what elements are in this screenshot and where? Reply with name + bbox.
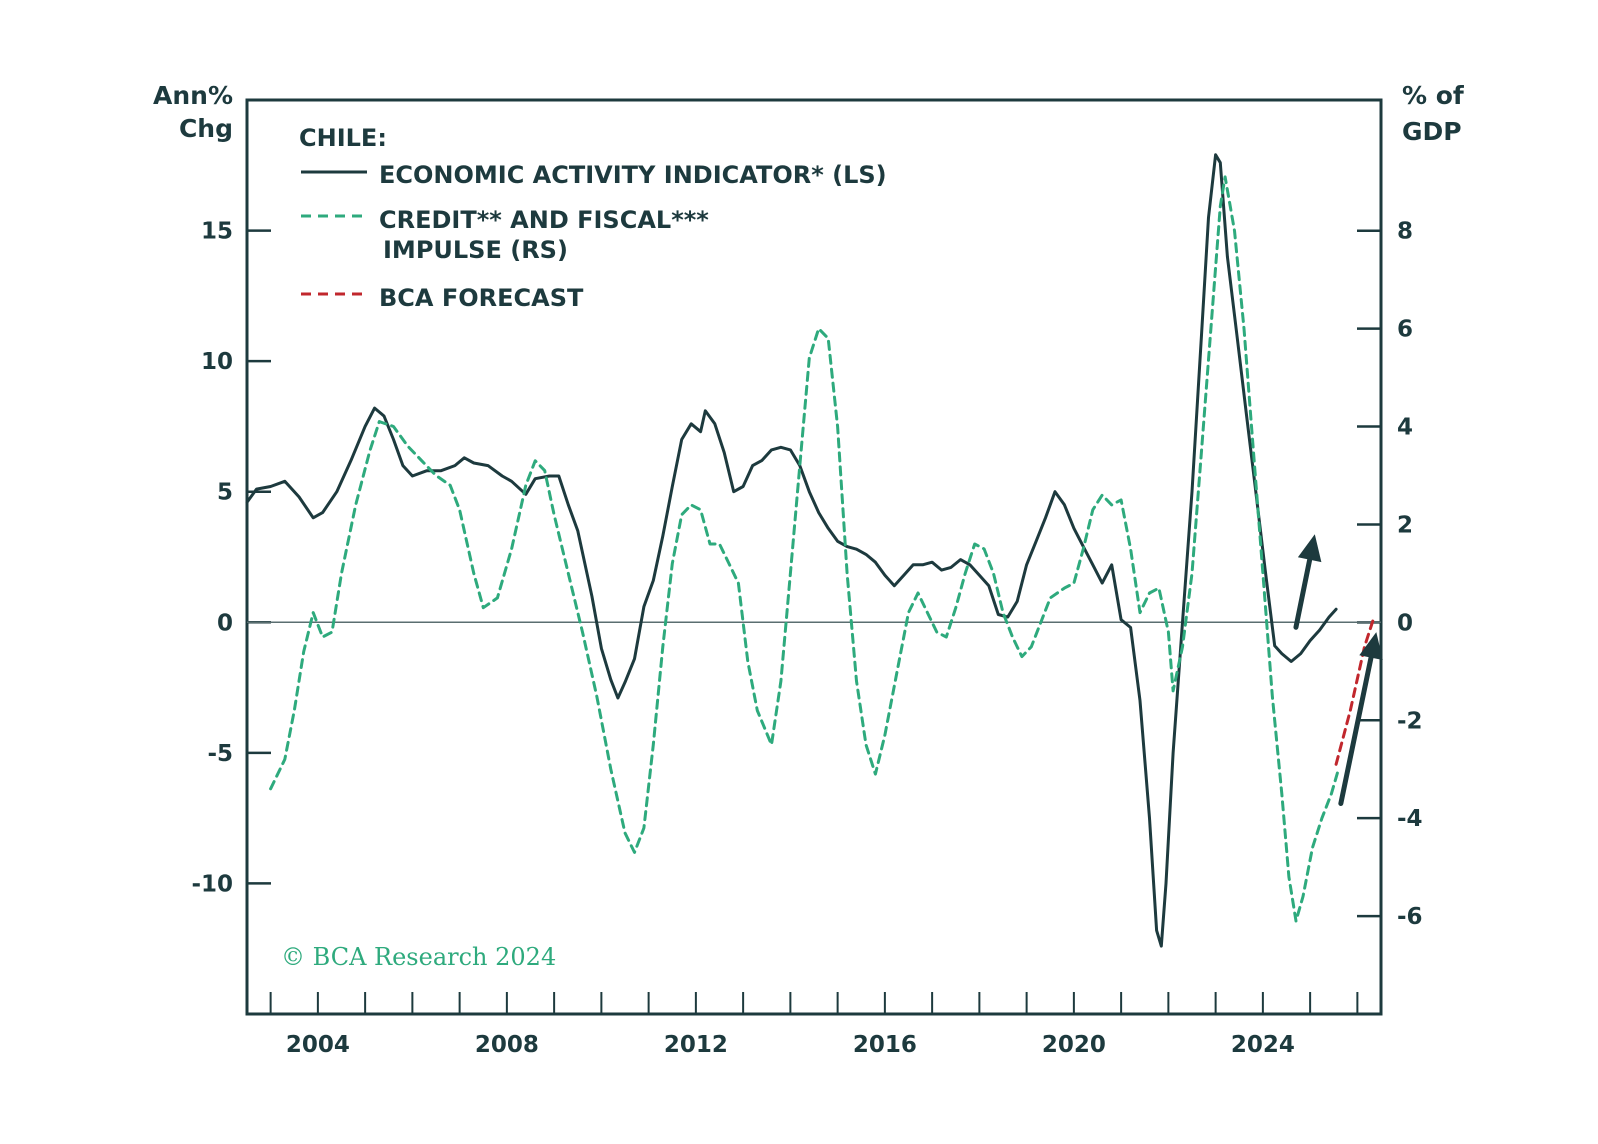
left-tick-label: 10 [201,349,233,375]
plot-frame [245,98,1383,1016]
series-line-forecast [1334,616,1376,766]
left-tick-label: -5 [207,741,233,767]
legend-label-impulse-line1: CREDIT** AND FISCAL*** [379,206,709,234]
legend-label-impulse-line2: IMPULSE (RS) [383,236,568,264]
right-tick-label: 2 [1397,512,1413,538]
series-layer [245,153,1376,948]
series-line-impulse [269,175,1340,923]
series-line-activity [245,153,1338,948]
left-axis-title-line1: Ann% [153,81,233,110]
trend-arrow-head [1359,632,1383,660]
legend: CHILE: ECONOMIC ACTIVITY INDICATOR* (LS)… [299,124,887,312]
x-tick-label: 2020 [1042,1032,1106,1058]
right-axis-title-line1: % of [1402,81,1465,110]
right-tick-label: 0 [1397,610,1413,636]
legend-title: CHILE: [299,124,387,152]
left-tick-label: 5 [217,480,233,506]
trend-arrow-shaft [1338,655,1374,806]
left-tick-label: 0 [217,610,233,636]
right-tick-label: -4 [1397,806,1423,832]
right-tick-label: -2 [1397,708,1423,734]
x-tick-label: 2024 [1231,1032,1295,1058]
x-tick-label: 2012 [664,1032,728,1058]
left-axis-title-line2: Chg [179,114,233,143]
trend-arrow-shaft [1293,557,1313,630]
x-tick-label: 2016 [853,1032,917,1058]
right-tick-label: 6 [1397,317,1413,343]
right-tick-label: -6 [1397,904,1423,930]
right-tick-label: 4 [1397,415,1413,441]
left-tick-label: 15 [201,219,233,245]
x-tick-label: 2004 [286,1032,350,1058]
right-axis-title-line2: GDP [1402,117,1462,146]
legend-label-forecast: BCA FORECAST [379,284,584,312]
right-axis-ticks: -6 -4 -2 0 2 4 6 8 [1357,219,1423,930]
arrow-layer [1293,534,1383,806]
legend-label-activity: ECONOMIC ACTIVITY INDICATOR* (LS) [379,161,887,189]
left-tick-label: -10 [191,871,233,897]
x-tick-label: 2008 [475,1032,539,1058]
left-axis-ticks: -10 -5 0 5 10 15 [191,219,271,897]
trend-arrow-head [1297,534,1322,563]
x-axis-ticks: 2004 2008 2012 2016 2020 2024 [269,992,1359,1058]
right-tick-label: 8 [1397,219,1413,245]
copyright-text: © BCA Research 2024 [281,943,556,971]
